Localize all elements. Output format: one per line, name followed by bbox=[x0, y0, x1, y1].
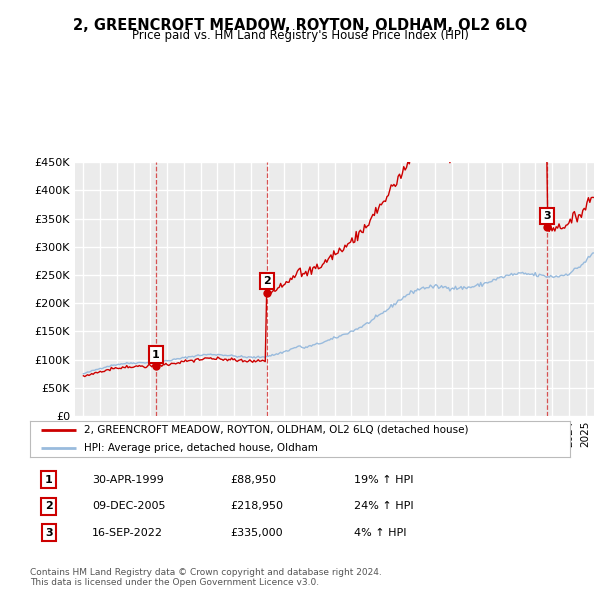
Text: 2, GREENCROFT MEADOW, ROYTON, OLDHAM, OL2 6LQ: 2, GREENCROFT MEADOW, ROYTON, OLDHAM, OL… bbox=[73, 18, 527, 32]
Text: 3: 3 bbox=[544, 211, 551, 221]
Text: 3: 3 bbox=[45, 527, 53, 537]
Text: 16-SEP-2022: 16-SEP-2022 bbox=[92, 527, 163, 537]
Text: 2, GREENCROFT MEADOW, ROYTON, OLDHAM, OL2 6LQ (detached house): 2, GREENCROFT MEADOW, ROYTON, OLDHAM, OL… bbox=[84, 425, 469, 435]
Text: £218,950: £218,950 bbox=[230, 501, 283, 511]
Text: 2: 2 bbox=[45, 501, 53, 511]
Text: 19% ↑ HPI: 19% ↑ HPI bbox=[354, 475, 413, 484]
Text: 4% ↑ HPI: 4% ↑ HPI bbox=[354, 527, 407, 537]
Text: HPI: Average price, detached house, Oldham: HPI: Average price, detached house, Oldh… bbox=[84, 443, 318, 453]
Text: 30-APR-1999: 30-APR-1999 bbox=[92, 475, 164, 484]
Text: £335,000: £335,000 bbox=[230, 527, 283, 537]
Text: 09-DEC-2005: 09-DEC-2005 bbox=[92, 501, 166, 511]
Text: 1: 1 bbox=[45, 475, 53, 484]
Text: 24% ↑ HPI: 24% ↑ HPI bbox=[354, 501, 413, 511]
Text: Contains HM Land Registry data © Crown copyright and database right 2024.
This d: Contains HM Land Registry data © Crown c… bbox=[30, 568, 382, 587]
Text: Price paid vs. HM Land Registry's House Price Index (HPI): Price paid vs. HM Land Registry's House … bbox=[131, 30, 469, 42]
Text: 2: 2 bbox=[263, 276, 271, 286]
Text: 1: 1 bbox=[152, 349, 160, 359]
Text: £88,950: £88,950 bbox=[230, 475, 276, 484]
